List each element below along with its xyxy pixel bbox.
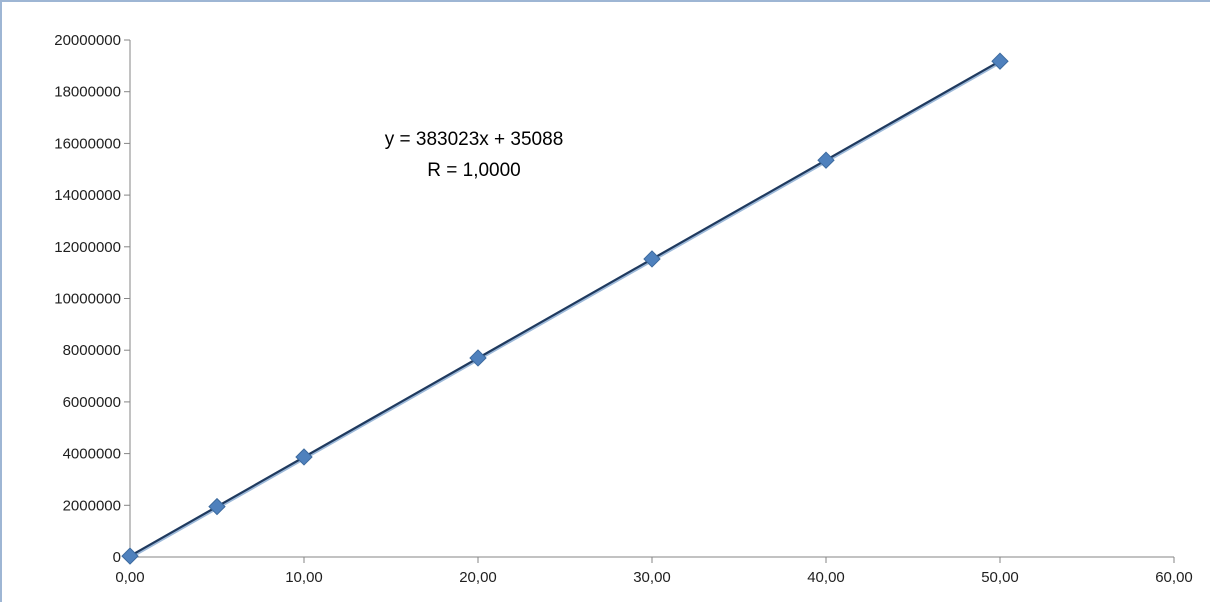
x-tick-label: 60,00 xyxy=(1155,569,1193,586)
x-tick-label: 0,00 xyxy=(115,569,144,586)
x-tick-label: 30,00 xyxy=(633,569,671,586)
y-axis: 0 2000000 4000000 6000000 8000000 10000000 120… xyxy=(54,32,131,566)
y-tick-label: 10000000 xyxy=(54,291,121,308)
y-tick-label: 0 xyxy=(113,549,121,566)
data-point-diamond xyxy=(991,52,1009,70)
data-points xyxy=(121,52,1009,565)
annotation-group: y = 383023x + 35088 R = 1,0000 xyxy=(385,129,564,181)
x-tick-label: 10,00 xyxy=(285,569,323,586)
y-tick-label: 6000000 xyxy=(63,394,121,411)
trendline xyxy=(128,59,1002,558)
r-value-label: R = 1,0000 xyxy=(427,160,521,181)
y-tick-label: 4000000 xyxy=(63,446,121,463)
data-point-diamond xyxy=(643,250,661,268)
x-axis: 0,00 10,00 20,00 30,00 40,00 50,00 60,00 xyxy=(115,556,1193,586)
x-tick-label: 20,00 xyxy=(459,569,497,586)
data-point-diamond xyxy=(208,497,226,516)
y-tick-label: 2000000 xyxy=(63,497,121,514)
x-tick-label: 40,00 xyxy=(807,569,845,586)
y-tick-label: 20000000 xyxy=(54,32,121,49)
y-tick-label: 16000000 xyxy=(54,135,121,152)
data-point-diamond xyxy=(469,349,487,367)
trendline-shadow xyxy=(128,61,1002,560)
y-tick-label: 8000000 xyxy=(63,342,121,359)
x-tick-label: 50,00 xyxy=(981,569,1019,586)
data-point-diamond xyxy=(295,448,313,466)
y-tick-label: 12000000 xyxy=(54,239,121,256)
trendline-equation-label: y = 383023x + 35088 xyxy=(385,129,564,150)
data-point-diamond xyxy=(121,547,139,565)
trendline-layer xyxy=(128,59,1002,560)
y-tick-label: 14000000 xyxy=(54,187,121,204)
y-tick-label: 18000000 xyxy=(54,84,121,101)
data-point-diamond xyxy=(817,151,835,169)
